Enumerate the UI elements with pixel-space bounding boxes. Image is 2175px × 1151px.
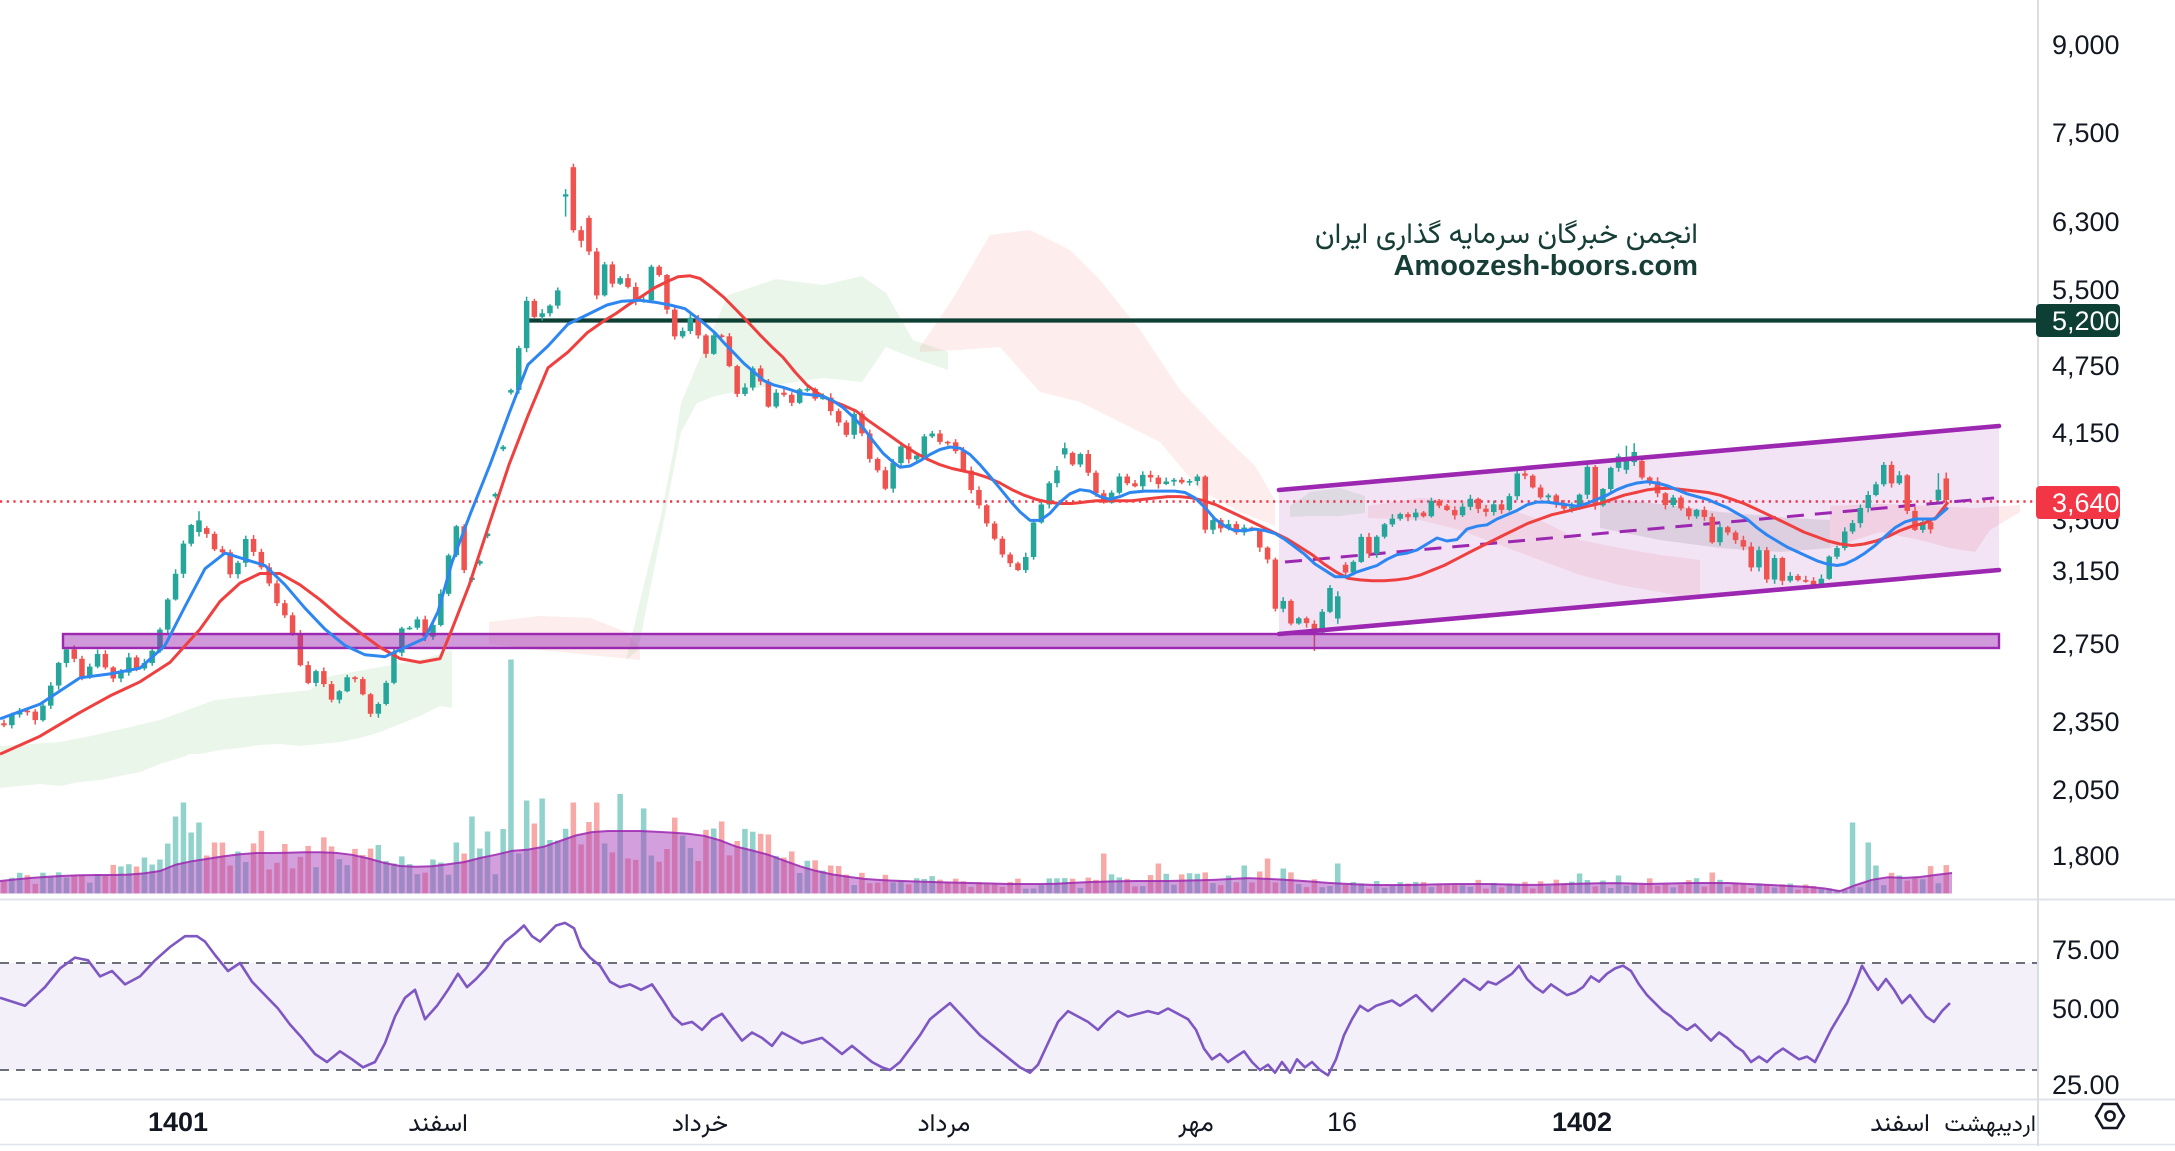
svg-text:2,050: 2,050 xyxy=(2052,775,2120,805)
svg-text:6,300: 6,300 xyxy=(2052,207,2120,237)
svg-text:9,000: 9,000 xyxy=(2052,30,2120,60)
svg-text:2,750: 2,750 xyxy=(2052,629,2120,659)
svg-text:16: 16 xyxy=(1327,1107,1357,1137)
svg-text:50.00: 50.00 xyxy=(2052,994,2120,1024)
svg-text:3,150: 3,150 xyxy=(2052,556,2120,586)
svg-text:1,800: 1,800 xyxy=(2052,841,2120,871)
svg-text:4,150: 4,150 xyxy=(2052,418,2120,448)
svg-text:4,750: 4,750 xyxy=(2052,351,2120,381)
svg-text:1401: 1401 xyxy=(148,1107,208,1137)
svg-text:75.00: 75.00 xyxy=(2052,935,2120,965)
svg-text:3,640: 3,640 xyxy=(2052,488,2120,518)
svg-text:1402: 1402 xyxy=(1552,1107,1612,1137)
svg-text:2,350: 2,350 xyxy=(2052,707,2120,737)
svg-text:25.00: 25.00 xyxy=(2052,1070,2120,1100)
svg-text:5,500: 5,500 xyxy=(2052,275,2120,305)
svg-text:5,200: 5,200 xyxy=(2052,306,2120,336)
svg-text:7,500: 7,500 xyxy=(2052,118,2120,148)
svg-text:Amoozesh-boors.com: Amoozesh-boors.com xyxy=(1393,250,1698,282)
